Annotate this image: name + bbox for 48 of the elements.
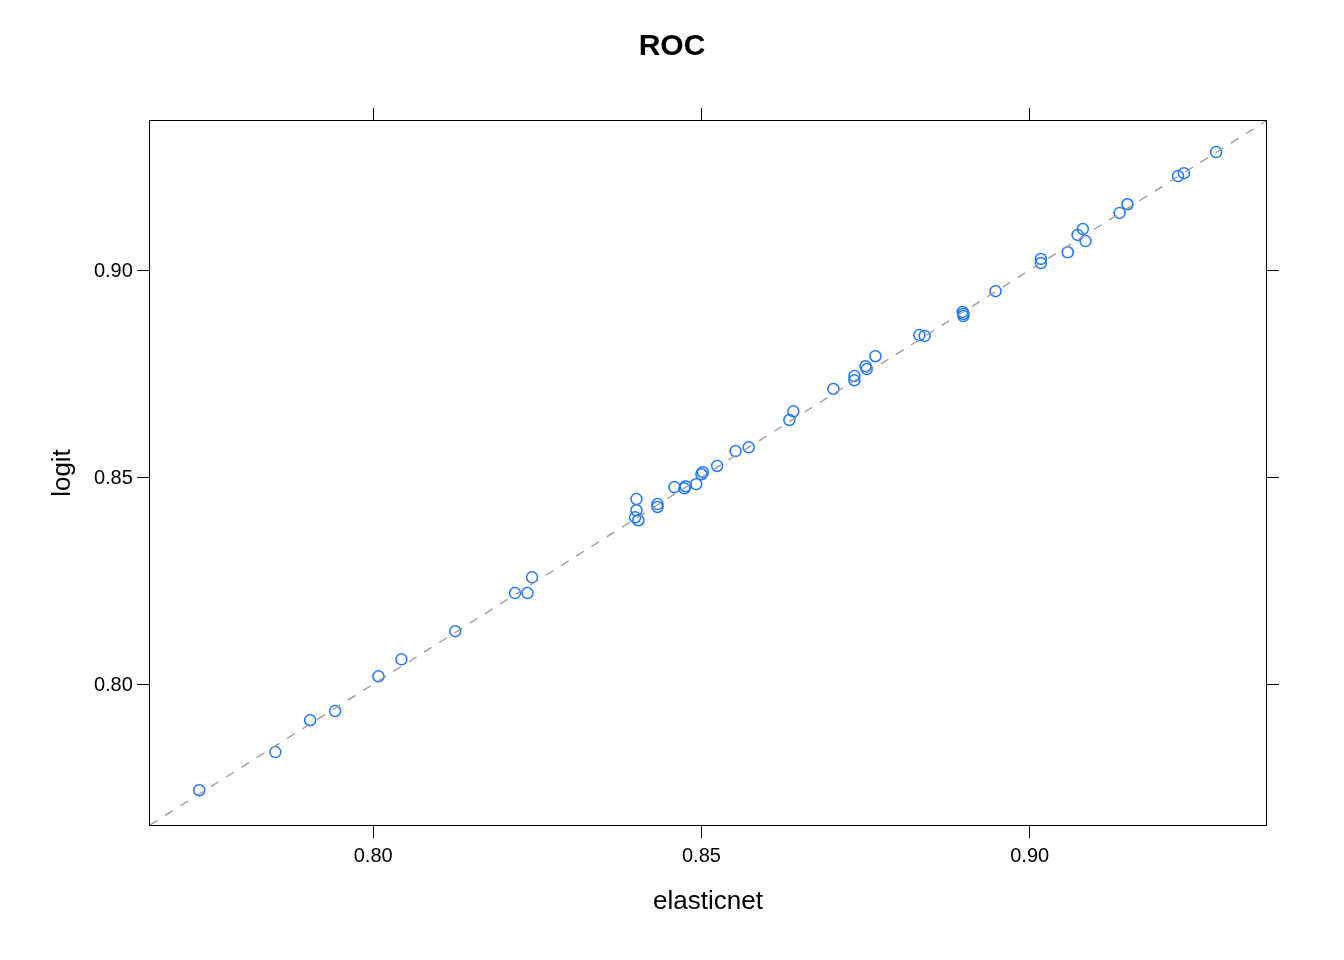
point: [689, 477, 703, 491]
point: [1171, 169, 1185, 183]
point: [449, 624, 462, 638]
y-tick-label: 0.85: [93, 466, 133, 489]
point: [395, 653, 408, 666]
point: [303, 713, 317, 727]
point: [1113, 206, 1126, 220]
point: [742, 441, 755, 454]
point: [729, 444, 742, 458]
x-tick-label: 0.80: [353, 844, 393, 867]
point: [628, 511, 642, 524]
point: [192, 783, 206, 797]
point: [1121, 197, 1134, 211]
chart-title: ROC: [638, 27, 706, 61]
point: [372, 670, 385, 683]
point: [632, 513, 645, 527]
point: [668, 480, 681, 494]
point: [783, 413, 796, 427]
point: [1071, 228, 1084, 242]
point: [913, 328, 926, 342]
point: [269, 745, 282, 759]
point: [848, 373, 861, 387]
point: [1034, 252, 1048, 266]
x-tick-label: 0.90: [1010, 844, 1050, 867]
point: [827, 382, 840, 396]
y-tick-label: 0.80: [93, 673, 133, 696]
y-tick-label: 0.90: [93, 259, 133, 282]
point: [1061, 246, 1074, 259]
x-axis-title: elasticnet: [653, 884, 764, 915]
point: [1079, 234, 1092, 248]
y-axis-title: logit: [46, 448, 77, 497]
point: [989, 284, 1002, 298]
point: [869, 349, 882, 363]
point: [521, 586, 534, 600]
point: [1034, 256, 1048, 270]
point: [918, 329, 931, 343]
point: [328, 704, 342, 718]
point: [848, 369, 861, 383]
x-tick-label: 0.85: [681, 844, 721, 867]
point: [1209, 145, 1223, 159]
point: [525, 571, 539, 584]
point: [710, 459, 724, 473]
point: [787, 405, 800, 418]
point: [508, 586, 522, 600]
point: [630, 492, 643, 506]
point: [1076, 222, 1090, 236]
point: [1177, 166, 1191, 180]
point: [630, 504, 643, 517]
